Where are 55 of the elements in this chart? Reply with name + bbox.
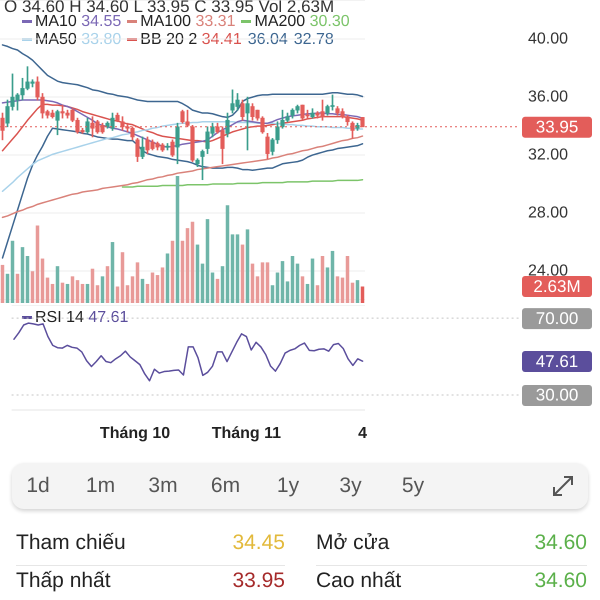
chart-title: O 34.60 H 34.60 L 33.95 C 33.95 Vol 2,63M [4, 0, 334, 16]
annotation: 33.31 [195, 13, 236, 30]
y-tick-label: 40.00 [528, 30, 568, 48]
ref-line-label: 33.95 [536, 118, 578, 136]
category-label: 6m [210, 473, 242, 499]
bar [360, 286, 364, 303]
category-label: 1m [84, 473, 116, 499]
y-tick-label: 70.00 [536, 308, 578, 328]
x-tick-label: Tháng 11 [212, 425, 282, 442]
annotation: 47.61 [88, 309, 128, 326]
category-label: 3y [338, 473, 363, 499]
text: 34.60 [534, 569, 587, 593]
bar [140, 278, 144, 303]
y-tick-label: 32.00 [528, 146, 568, 164]
category-label: 1d [25, 473, 51, 499]
text: 34.60 [534, 531, 587, 555]
y-tick-label: 28.00 [528, 204, 568, 222]
bar [166, 253, 170, 303]
bar [106, 266, 110, 303]
y-tick-label: 30.00 [536, 386, 578, 405]
bar [300, 276, 304, 303]
y-tick-label: 36.00 [528, 88, 568, 106]
bar [356, 280, 360, 303]
legend-label: MA100 [140, 13, 192, 30]
bar [60, 282, 64, 303]
legend-label: MA200 [254, 13, 306, 30]
text: Tham chiếu [16, 531, 126, 555]
category-label: 1y [276, 473, 300, 499]
text: Cao nhất [316, 569, 402, 593]
x-tick-label: 4 [358, 425, 368, 442]
bar [56, 266, 60, 303]
bar [176, 176, 180, 303]
category-label: 5y [400, 473, 426, 499]
text: 47.61 [536, 352, 578, 372]
text: 2.63M [522, 276, 592, 298]
bar [216, 278, 220, 303]
bar [86, 284, 90, 303]
text: 33.95 [232, 569, 285, 593]
bar [110, 242, 114, 303]
bar [240, 244, 244, 303]
text: Mở cửa [316, 531, 390, 555]
bar [16, 274, 20, 303]
x-tick-label: Tháng 10 [100, 425, 170, 442]
category-label: 3m [147, 473, 179, 499]
bar [100, 276, 104, 303]
text: Thấp nhất [16, 569, 111, 593]
bar [66, 284, 70, 303]
bar [170, 240, 174, 303]
bar [0, 264, 4, 303]
bar [246, 229, 250, 303]
legend-label: MA10 [35, 13, 78, 30]
annotation: 34.55 [81, 13, 122, 30]
text: 34.45 [232, 531, 285, 555]
legend-label: RSI 14 [35, 309, 85, 326]
annotation: 30.30 [310, 13, 350, 30]
